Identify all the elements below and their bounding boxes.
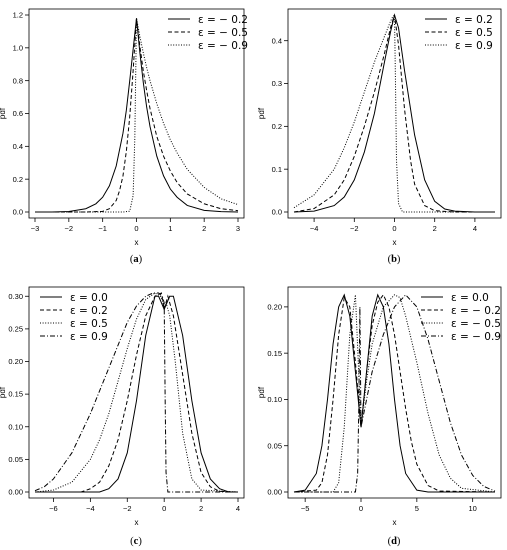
y-tick-label: 0.00 [267,488,282,497]
legend: ε = 0.2ε = 0.5ε = 0.9 [425,14,493,52]
y-tick-label: 1.0 [13,43,23,52]
y-tick-label: 0.20 [8,357,23,366]
y-tick-label: 0.20 [267,302,282,311]
x-tick-label: −2 [350,224,359,233]
x-tick-label: 0 [162,504,166,513]
y-tick-label: 0.00 [8,488,23,497]
x-tick-label: −5 [301,504,310,513]
y-tick-label: 0.2 [13,175,23,184]
legend: ε = − 0.2ε = − 0.5ε = − 0.9 [168,14,248,52]
x-axis-label: x [135,518,139,527]
legend: ε = 0.0ε = − 0.2ε = − 0.5ε = − 0.9 [421,292,501,343]
legend-entry: ε = 0.0 [451,292,489,304]
series-line-3 [293,13,495,213]
y-tick-label: 0.10 [8,422,23,431]
legend-entry: ε = − 0.9 [451,331,501,343]
y-axis-label: pdf [0,107,7,119]
legend-entry: ε = 0.5 [455,27,493,39]
series-line-4 [34,292,238,493]
series-line-2 [293,14,495,213]
x-tick-label: −1 [98,224,107,233]
x-tick-label: 0 [392,224,396,233]
x-tick-label: 10 [468,504,476,513]
y-tick-label: 0.30 [8,292,23,301]
y-tick-label: 0.2 [272,122,282,131]
series-line-2 [35,18,239,213]
y-axis-label: pdf [257,107,266,119]
y-tick-label: 0.4 [13,142,23,151]
x-tick-label: 4 [473,224,477,233]
panel-caption: (b) [388,254,401,265]
legend-entry: ε = − 0.5 [198,27,248,39]
x-tick-label: −4 [310,224,319,233]
x-tick-label: 2 [202,224,206,233]
x-tick-label: 2 [433,224,437,233]
y-tick-label: 0.10 [267,395,282,404]
panel-caption: (a) [130,254,143,265]
panel-caption: (c) [130,536,142,547]
x-tick-label: 3 [236,224,240,233]
legend-entry: ε = 0.5 [70,318,108,330]
y-tick-label: 0.6 [13,109,23,118]
x-axis-label: x [393,518,397,527]
x-tick-label: 0 [359,504,363,513]
y-tick-label: 0.15 [267,349,282,358]
x-tick-label: 0 [134,224,138,233]
series-line-3 [35,18,239,213]
x-tick-label: 4 [236,504,240,513]
x-axis-label: x [393,238,397,247]
panel-a: −3 −2 −1 0 1 2 3 0.0 0.2 0.4 0.6 0.8 1.0 1.2 x pdf ε = −… [0,8,248,265]
legend-entry: ε = − 0.2 [451,305,501,317]
series-line-4 [294,294,496,493]
y-tick-label: 0.05 [267,441,282,450]
legend-entry: ε = − 0.9 [198,40,248,52]
y-tick-label: 1.2 [13,11,23,20]
plot-frame [287,286,502,499]
x-tick-label: −4 [86,504,95,513]
x-tick-label: −3 [31,224,40,233]
y-axis-label: pdf [257,386,266,398]
y-tick-label: 0.1 [272,165,282,174]
legend-entry: ε = − 0.5 [451,318,501,330]
plot-frame [28,286,245,499]
y-tick-label: 0.25 [8,324,23,333]
x-tick-label: 1 [168,224,172,233]
y-tick-label: 0.3 [272,79,282,88]
x-tick-label: −2 [123,504,132,513]
x-tick-label: −6 [49,504,58,513]
y-tick-label: 0.8 [13,76,23,85]
x-tick-label: 2 [199,504,203,513]
y-tick-label: 0.05 [8,455,23,464]
panel-caption: (d) [388,536,401,547]
x-tick-label: −2 [65,224,74,233]
legend-entry: ε = − 0.2 [198,14,248,26]
legend-entry: ε = 0.9 [455,40,493,52]
legend: ε = 0.0ε = 0.2ε = 0.5ε = 0.9 [40,292,108,343]
panel-b: −4 −2 0 2 4 0.0 0.1 0.2 0.3 0.4 x pdf ε = 0.2ε = 0.5… [257,8,502,265]
legend-entry: ε = 0.2 [455,14,493,26]
y-axis-label: pdf [0,386,7,398]
x-axis-label: x [135,238,139,247]
series-line-2 [293,293,496,493]
y-tick-label: 0.0 [13,208,23,217]
legend-entry: ε = 0.0 [70,292,108,304]
y-tick-label: 0.4 [272,36,282,45]
legend-entry: ε = 0.9 [70,331,108,343]
x-tick-label: 5 [415,504,419,513]
legend-entry: ε = 0.2 [70,305,108,317]
y-tick-label: 0.15 [8,390,23,399]
y-tick-label: 0.0 [272,208,282,217]
panel-c: −6 −4 −2 0 2 4 0.00 0.05 0.10 0.15 0.20 0.25 0.30 x pd… [0,286,245,547]
series-line-3 [294,294,496,493]
